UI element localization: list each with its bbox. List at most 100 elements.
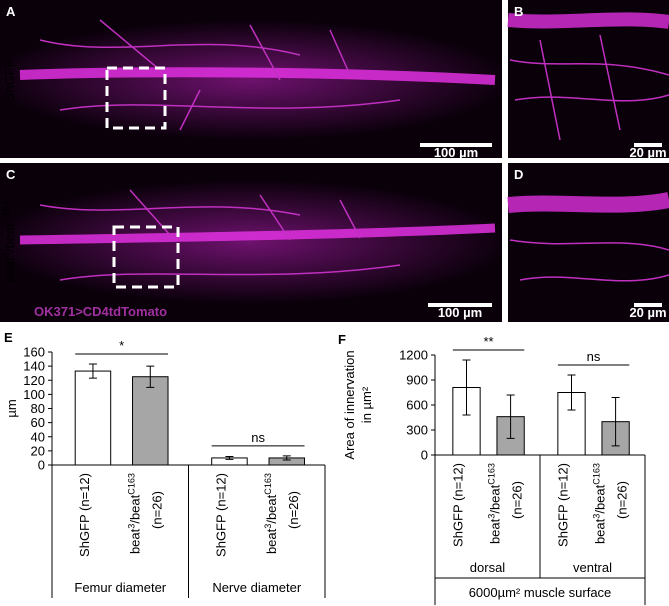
superscript: 3: [1, 252, 11, 257]
nerve: [507, 12, 669, 29]
y-tick-label: 140: [23, 359, 45, 374]
superscript: C163: [1, 201, 11, 223]
caption: OK371>CD4tdTomato: [34, 304, 167, 319]
group-label: ventral: [573, 560, 612, 575]
scale-bar: [634, 143, 662, 147]
significance: ns: [587, 349, 601, 364]
x-tick-label: beat3/beatC163: [592, 463, 608, 544]
y-tick-label: 20: [31, 443, 45, 458]
x-tick-label: beat3/beatC163: [126, 473, 142, 554]
superscript: C163: [126, 473, 136, 495]
y-tick-label: 600: [406, 398, 428, 413]
group-label: Femur diameter: [74, 580, 166, 595]
error-bar: [146, 365, 155, 388]
footer-label: 6000µm² muscle surface: [469, 585, 612, 600]
text-part: beat: [127, 528, 142, 554]
x-tick-label: ShGFP (n=12): [451, 463, 466, 547]
branches: [509, 34, 669, 141]
bar: [132, 376, 169, 466]
tissue: [0, 180, 510, 304]
scale-label: 100 µm: [434, 145, 478, 160]
superscript: C163: [263, 473, 273, 495]
superscript: 3: [592, 514, 602, 519]
scale-label: 20 µm: [629, 305, 666, 320]
error-bar: [611, 397, 620, 447]
y-tick-label: 300: [406, 423, 428, 438]
scale-bar: [634, 303, 662, 307]
x-tick-label: (n=26): [149, 491, 164, 529]
error-bar: [225, 456, 234, 460]
error-bar: [88, 363, 97, 379]
y-tick-label: 1200: [399, 348, 428, 363]
error-bar: [282, 455, 291, 461]
superscript: C163: [487, 463, 497, 485]
y-tick-label: 40: [31, 429, 45, 444]
branches: [509, 239, 669, 282]
branches: [39, 19, 401, 131]
y-tick-label: 900: [406, 373, 428, 388]
row-label: ShGFP: [2, 59, 17, 102]
x-tick-label: ShGFP (n=12): [77, 473, 92, 557]
scale-label: 20 µm: [629, 145, 666, 160]
panel-letter: D: [514, 167, 523, 182]
text-part: ShGFP: [2, 59, 17, 102]
superscript: C163: [592, 463, 602, 485]
panel-letter: A: [6, 4, 16, 19]
error-bar: [567, 374, 576, 411]
y-axis-label: Area of innervation: [342, 350, 357, 459]
micrographs: [0, 0, 669, 322]
nerve: [19, 223, 496, 245]
y-axis-label: µm: [4, 399, 19, 417]
branches: [39, 189, 401, 281]
panel-letter: E: [4, 330, 13, 345]
y-tick-label: 80: [31, 401, 45, 416]
group-label: Nerve diameter: [212, 580, 302, 595]
x-tick-label: ShGFP (n=12): [213, 473, 228, 557]
y-tick-label: 160: [23, 345, 45, 360]
x-tick-label: (n=26): [286, 491, 301, 529]
footer-frame: [434, 578, 646, 605]
y-axis-label: in µm²: [359, 386, 374, 423]
scale-bar: [420, 143, 492, 147]
text-part: ShGFP (n=12): [213, 473, 228, 557]
nerve: [507, 192, 669, 213]
x-tick-label: ShGFP (n=12): [556, 463, 571, 547]
superscript: 3: [487, 514, 497, 519]
y-tick-label: 0: [38, 458, 45, 473]
text-part: beat: [264, 528, 279, 554]
error-bar: [506, 394, 515, 439]
superscript: 3: [263, 524, 273, 529]
x-tick-label: (n=26): [615, 481, 630, 519]
x-tick-label: beat3/beatC163: [263, 473, 279, 554]
group-label: dorsal: [470, 560, 506, 575]
scale-label: 100 µm: [438, 305, 482, 320]
panel-letter: C: [6, 167, 16, 182]
text-part: /beat: [127, 494, 142, 523]
text-part: ShGFP (n=12): [451, 463, 466, 547]
zoom-box: [105, 66, 167, 130]
panel-letter: B: [514, 4, 523, 19]
text-part: /beat: [2, 223, 17, 252]
significance: *: [119, 338, 124, 353]
text-part: (n=26): [510, 481, 525, 519]
panel-letter: F: [338, 332, 346, 347]
text-part: /beat: [264, 494, 279, 523]
text-part: beat: [593, 518, 608, 544]
significance: **: [483, 334, 493, 349]
text-part: /beat: [593, 484, 608, 513]
x-tick-label: (n=26): [510, 481, 525, 519]
superscript: 3: [126, 524, 136, 529]
text-part: (n=26): [286, 491, 301, 529]
text-part: /beat: [488, 484, 503, 513]
bar: [74, 370, 112, 466]
y-tick-label: 120: [23, 373, 45, 388]
tissue: [0, 20, 510, 140]
scale-bar: [428, 303, 492, 307]
significance: ns: [251, 430, 265, 445]
x-tick-label: beat3/beatC163: [487, 463, 503, 544]
y-tick-label: 0: [421, 448, 428, 463]
text-part: ShGFP (n=12): [77, 473, 92, 557]
error-bar: [462, 359, 471, 416]
text-part: ShGFP (n=12): [556, 463, 571, 547]
